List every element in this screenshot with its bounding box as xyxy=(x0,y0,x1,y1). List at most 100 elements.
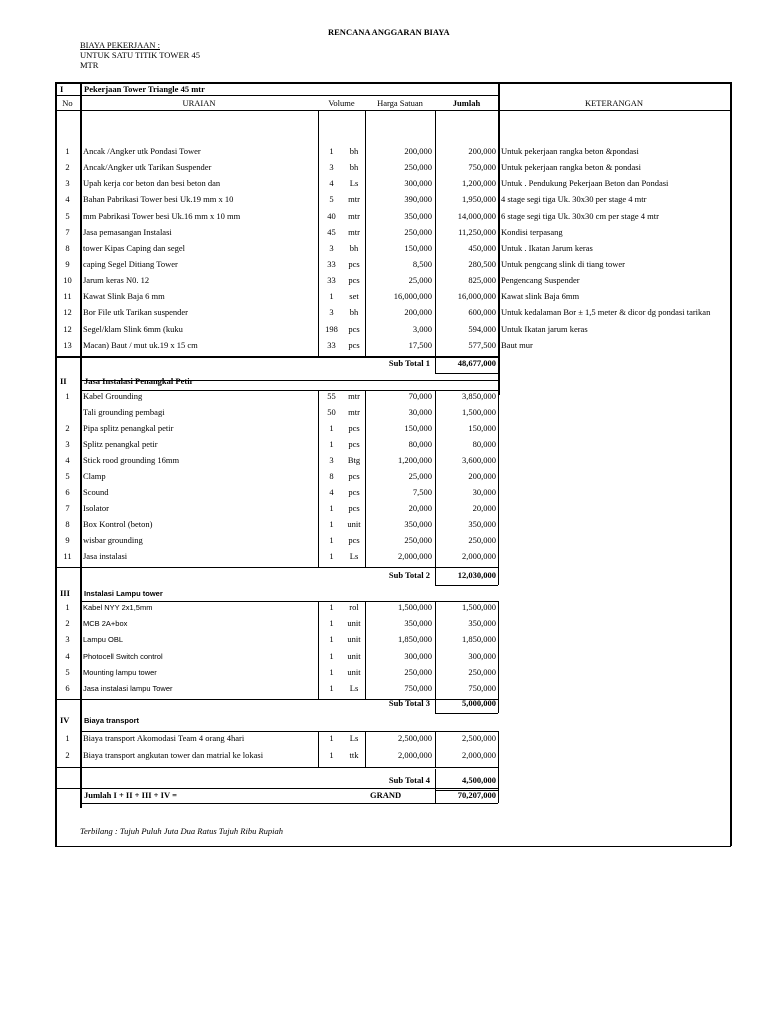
item-quantity: 4 xyxy=(329,178,334,188)
header-uraian: URAIAN xyxy=(182,98,216,108)
item-total: 350,000 xyxy=(468,519,496,529)
item-no: 1 xyxy=(65,733,70,743)
divider xyxy=(55,846,731,847)
item-description: MCB 2A+box xyxy=(83,619,128,628)
divider xyxy=(435,585,498,586)
item-quantity: 33 xyxy=(327,259,336,269)
item-no: 2 xyxy=(65,162,70,172)
item-unit: unit xyxy=(347,651,361,661)
item-unit: Ls xyxy=(349,683,359,693)
item-quantity: 1 xyxy=(329,551,334,561)
divider xyxy=(365,601,366,699)
header-volume: Volume xyxy=(328,98,355,108)
item-description: Clamp xyxy=(83,471,106,481)
divider xyxy=(365,110,366,356)
divider xyxy=(55,82,731,84)
item-unit-price: 150,000 xyxy=(404,423,432,433)
item-unit: pcs xyxy=(348,439,360,449)
item-note: Kondisi terpasang xyxy=(501,227,563,237)
divider xyxy=(55,767,498,768)
item-unit-price: 70,000 xyxy=(408,391,432,401)
terbilang-text: Terbilang : Tujuh Puluh Juta Dua Ratus T… xyxy=(80,826,283,836)
item-note: Baut mur xyxy=(501,340,533,350)
item-total: 11,250,000 xyxy=(458,227,496,237)
item-unit-price: 2,500,000 xyxy=(398,733,432,743)
item-description: Kabel NYY 2x1,5mm xyxy=(83,603,153,612)
divider xyxy=(435,390,436,567)
item-quantity: 1 xyxy=(329,519,334,529)
item-unit-price: 250,000 xyxy=(404,227,432,237)
item-total: 3,850,000 xyxy=(462,391,496,401)
item-unit: Ls xyxy=(349,551,359,561)
item-unit-price: 250,000 xyxy=(404,162,432,172)
divider xyxy=(435,564,436,585)
item-no: 3 xyxy=(65,439,70,449)
item-description: Scound xyxy=(83,487,109,497)
divider xyxy=(365,390,366,567)
header-jumlah: Jumlah xyxy=(452,98,481,108)
item-unit: bh xyxy=(349,146,359,156)
item-unit: set xyxy=(349,291,359,301)
item-total: 250,000 xyxy=(468,535,496,545)
item-quantity: 1 xyxy=(329,733,334,743)
item-note: Pengencang Suspender xyxy=(501,275,580,285)
item-unit-price: 1,850,000 xyxy=(398,634,432,644)
grand-label: GRAND xyxy=(370,790,402,800)
item-no: 2 xyxy=(65,618,70,628)
item-total: 2,500,000 xyxy=(462,733,496,743)
divider xyxy=(498,760,499,803)
item-description: Jasa instalasi xyxy=(83,551,128,561)
item-unit: unit xyxy=(347,618,361,628)
item-unit: pcs xyxy=(348,340,360,350)
item-total: 16,000,000 xyxy=(457,291,496,301)
item-quantity: 8 xyxy=(329,471,334,481)
grand-total-value: 70,207,000 xyxy=(457,790,496,800)
item-note: 4 stage segi tiga Uk. 30x30 per stage 4 … xyxy=(501,194,647,204)
item-no: 13 xyxy=(63,340,72,350)
item-no: 8 xyxy=(65,243,70,253)
item-note: Untuk pekerjaan rangka beton & pondasi xyxy=(501,162,641,172)
divider xyxy=(498,601,499,699)
item-no: 6 xyxy=(65,487,70,497)
item-description: Segel/klam Slink 6mm (kuku xyxy=(83,324,183,334)
grand-total-label: Jumlah I + II + III + IV = xyxy=(84,790,177,800)
item-description: Macan) Baut / mut uk.19 x 15 cm xyxy=(83,340,198,350)
divider xyxy=(498,692,499,713)
header-keterangan: KETERANGAN xyxy=(584,98,644,108)
item-quantity: 1 xyxy=(329,667,334,677)
divider xyxy=(55,567,498,568)
divider xyxy=(730,82,732,846)
divider xyxy=(55,788,498,789)
item-note: Kawat slink Baja 6mm xyxy=(501,291,580,301)
item-no: 9 xyxy=(65,535,70,545)
item-no: 12 xyxy=(63,324,72,334)
divider xyxy=(498,82,500,395)
divider xyxy=(55,699,498,700)
header-harga: Harga Satuan xyxy=(377,98,423,108)
section-roman: IV xyxy=(60,715,70,725)
item-unit: pcs xyxy=(348,487,360,497)
item-total: 600,000 xyxy=(468,307,496,317)
item-description: Photocell Switch control xyxy=(83,652,163,661)
item-unit: mtr xyxy=(348,407,360,417)
item-unit-price: 350,000 xyxy=(404,211,432,221)
item-total: 1,500,000 xyxy=(462,407,496,417)
item-unit-price: 80,000 xyxy=(408,439,432,449)
item-total: 14,000,000 xyxy=(457,211,496,221)
item-total: 1,500,000 xyxy=(462,602,496,612)
item-unit: Ls xyxy=(349,733,359,743)
item-description: Biaya transport angkutan tower dan matri… xyxy=(83,750,264,760)
item-description: Stick rood grounding 16mm xyxy=(83,455,180,465)
item-unit: pcs xyxy=(348,471,360,481)
divider xyxy=(55,82,57,846)
item-unit: pcs xyxy=(348,275,360,285)
item-total: 2,000,000 xyxy=(462,750,496,760)
divider xyxy=(318,731,319,767)
item-description: wisbar grounding xyxy=(83,535,143,545)
item-description: Kabel Grounding xyxy=(83,391,143,401)
item-description: Lampu OBL xyxy=(83,635,124,644)
divider xyxy=(365,731,366,767)
item-unit-price: 150,000 xyxy=(404,243,432,253)
section-roman: I xyxy=(60,84,64,94)
item-note: Untuk . Pendukung Pekerjaan Beton dan Po… xyxy=(501,178,669,188)
